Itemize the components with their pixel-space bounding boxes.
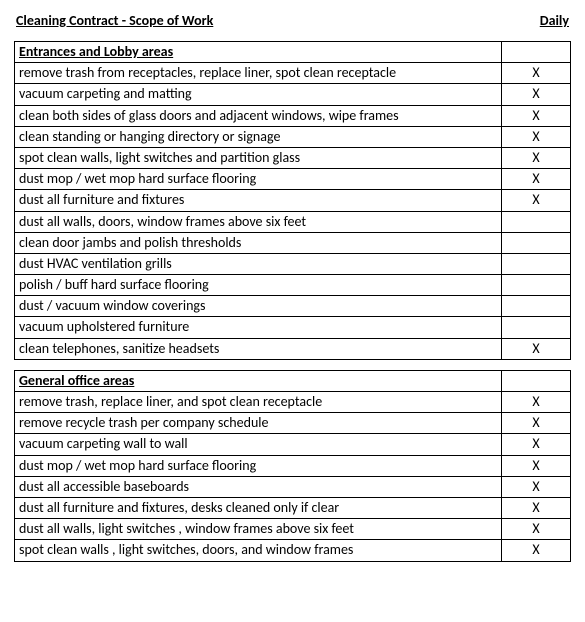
- section-header-mark: [502, 371, 570, 391]
- table-row: dust mop / wet mop hard surface flooring…: [15, 456, 570, 477]
- mark-cell: [502, 233, 570, 253]
- task-cell: dust all furniture and fixtures: [15, 190, 502, 210]
- task-cell: dust all accessible baseboards: [15, 477, 502, 497]
- table-row: dust all accessible baseboardsX: [15, 477, 570, 498]
- mark-cell: X: [502, 84, 570, 104]
- task-cell: remove trash, replace liner, and spot cl…: [15, 392, 502, 412]
- table-row: dust all furniture and fixtures, desks c…: [15, 498, 570, 519]
- task-cell: spot clean walls, light switches and par…: [15, 148, 502, 168]
- task-cell: clean door jambs and polish thresholds: [15, 233, 502, 253]
- task-cell: polish / buff hard surface flooring: [15, 275, 502, 295]
- mark-cell: X: [502, 190, 570, 210]
- task-cell: vacuum upholstered furniture: [15, 317, 502, 337]
- mark-cell: X: [502, 519, 570, 539]
- task-cell: vacuum carpeting wall to wall: [15, 434, 502, 454]
- mark-cell: X: [502, 540, 570, 560]
- task-cell: clean both sides of glass doors and adja…: [15, 106, 502, 126]
- mark-cell: X: [502, 169, 570, 189]
- mark-cell: [502, 212, 570, 232]
- mark-cell: X: [502, 413, 570, 433]
- mark-cell: [502, 317, 570, 337]
- table-row: dust HVAC ventilation grills: [15, 254, 570, 275]
- table-row: vacuum carpeting and mattingX: [15, 84, 570, 105]
- section-title: General office areas: [15, 371, 502, 391]
- task-cell: dust / vacuum window coverings: [15, 296, 502, 316]
- mark-cell: [502, 254, 570, 274]
- section-header-mark: [502, 42, 570, 62]
- mark-cell: X: [502, 106, 570, 126]
- task-cell: dust all walls, doors, window frames abo…: [15, 212, 502, 232]
- mark-cell: [502, 275, 570, 295]
- task-cell: dust mop / wet mop hard surface flooring: [15, 456, 502, 476]
- task-cell: remove trash from receptacles, replace l…: [15, 63, 502, 83]
- column-label-daily: Daily: [540, 12, 569, 29]
- mark-cell: X: [502, 339, 570, 359]
- table-row: remove recycle trash per company schedul…: [15, 413, 570, 434]
- table-row: spot clean walls, light switches and par…: [15, 148, 570, 169]
- table-row: dust all walls, doors, window frames abo…: [15, 212, 570, 233]
- mark-cell: X: [502, 456, 570, 476]
- task-cell: clean standing or hanging directory or s…: [15, 127, 502, 147]
- section-title: Entrances and Lobby areas: [15, 42, 502, 62]
- table-row: clean telephones, sanitize headsetsX: [15, 339, 570, 359]
- table-row: vacuum carpeting wall to wallX: [15, 434, 570, 455]
- table-row: clean door jambs and polish thresholds: [15, 233, 570, 254]
- task-cell: dust all walls, light switches , window …: [15, 519, 502, 539]
- table-row: dust / vacuum window coverings: [15, 296, 570, 317]
- mark-cell: X: [502, 477, 570, 497]
- mark-cell: X: [502, 148, 570, 168]
- mark-cell: X: [502, 63, 570, 83]
- mark-cell: X: [502, 392, 570, 412]
- table-row: spot clean walls , light switches, doors…: [15, 540, 570, 560]
- task-cell: vacuum carpeting and matting: [15, 84, 502, 104]
- task-cell: remove recycle trash per company schedul…: [15, 413, 502, 433]
- task-cell: spot clean walls , light switches, doors…: [15, 540, 502, 560]
- task-cell: dust mop / wet mop hard surface flooring: [15, 169, 502, 189]
- task-cell: dust HVAC ventilation grills: [15, 254, 502, 274]
- mark-cell: [502, 296, 570, 316]
- task-cell: clean telephones, sanitize headsets: [15, 339, 502, 359]
- section-header-row: General office areas: [15, 371, 570, 392]
- table-row: clean both sides of glass doors and adja…: [15, 106, 570, 127]
- mark-cell: X: [502, 127, 570, 147]
- table-row: clean standing or hanging directory or s…: [15, 127, 570, 148]
- table-row: dust mop / wet mop hard surface flooring…: [15, 169, 570, 190]
- section: General office areasremove trash, replac…: [14, 370, 571, 562]
- table-row: remove trash, replace liner, and spot cl…: [15, 392, 570, 413]
- page-title: Cleaning Contract - Scope of Work: [16, 12, 213, 29]
- table-row: vacuum upholstered furniture: [15, 317, 570, 338]
- table-row: polish / buff hard surface flooring: [15, 275, 570, 296]
- section: Entrances and Lobby areasremove trash fr…: [14, 41, 571, 360]
- page-header: Cleaning Contract - Scope of Work Daily: [14, 12, 571, 29]
- table-row: remove trash from receptacles, replace l…: [15, 63, 570, 84]
- table-row: dust all furniture and fixturesX: [15, 190, 570, 211]
- task-cell: dust all furniture and fixtures, desks c…: [15, 498, 502, 518]
- mark-cell: X: [502, 434, 570, 454]
- table-row: dust all walls, light switches , window …: [15, 519, 570, 540]
- mark-cell: X: [502, 498, 570, 518]
- section-header-row: Entrances and Lobby areas: [15, 42, 570, 63]
